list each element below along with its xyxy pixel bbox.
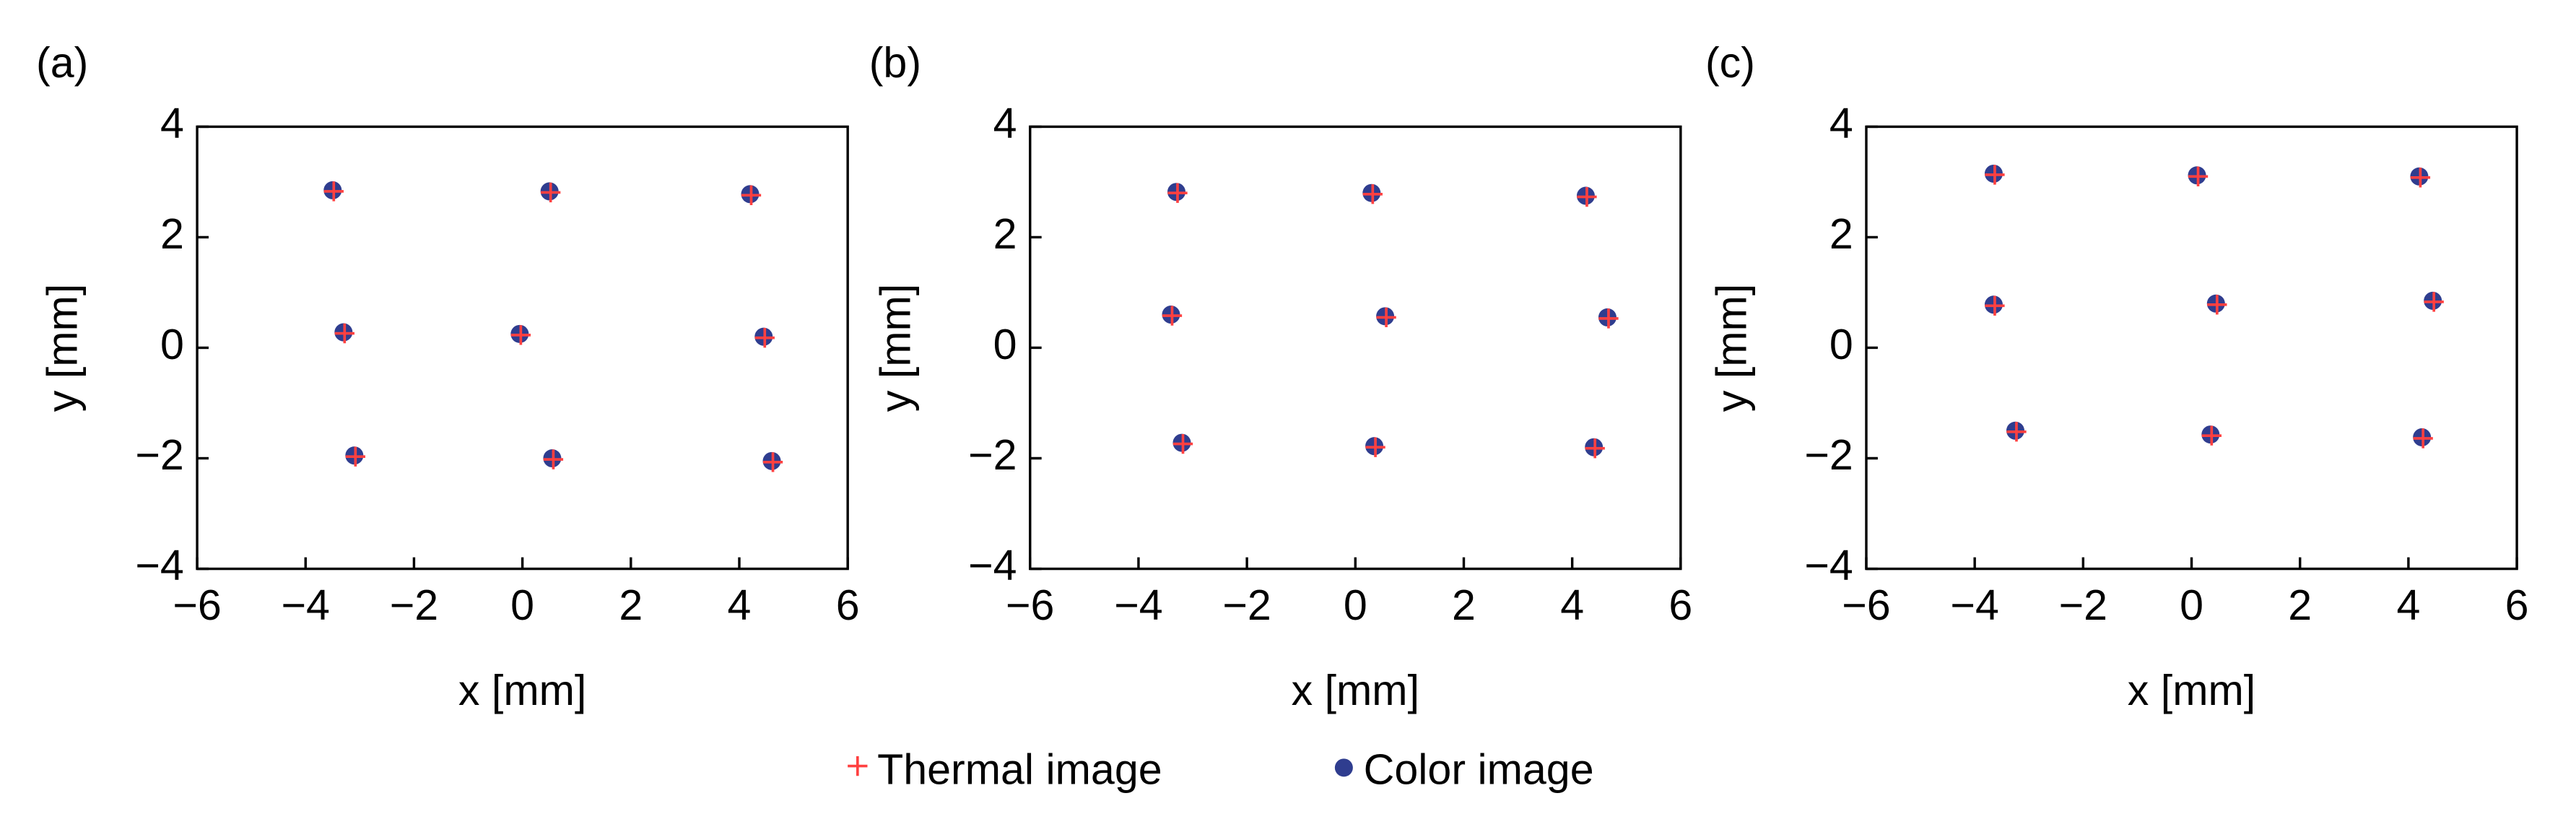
x-axis-label: x [mm] — [1292, 666, 1419, 714]
x-tick-label: −2 — [2059, 581, 2107, 629]
point — [323, 181, 344, 202]
point — [345, 446, 365, 467]
y-tick-label: 2 — [160, 209, 184, 258]
x-tick-label: 0 — [1344, 581, 1367, 629]
point — [1172, 433, 1193, 454]
point — [2424, 292, 2444, 312]
point — [2188, 166, 2209, 186]
x-tick-label: −2 — [390, 581, 438, 629]
point — [754, 328, 775, 348]
x-tick-label: 6 — [1668, 581, 1692, 629]
x-axis-label: x [mm] — [2128, 666, 2255, 714]
point — [1585, 438, 1605, 459]
point — [741, 185, 762, 205]
point — [543, 449, 564, 469]
point — [2207, 295, 2227, 315]
x-tick-label: −6 — [1842, 581, 1890, 629]
legend-label: Thermal image — [877, 745, 1162, 793]
x-tick-label: 2 — [1452, 581, 1476, 629]
point — [2201, 425, 2222, 446]
point — [1577, 186, 1597, 207]
point — [541, 182, 561, 203]
y-tick-label: 0 — [993, 320, 1017, 368]
y-tick-label: 0 — [1829, 320, 1853, 368]
panel-label: (a) — [36, 38, 88, 87]
legend-marker — [1334, 758, 1353, 777]
y-tick-label: 4 — [160, 99, 184, 147]
x-axis-label: x [mm] — [458, 666, 586, 714]
x-tick-label: 4 — [728, 581, 752, 629]
plot-frame — [1865, 125, 2518, 571]
x-tick-label: −2 — [1222, 581, 1271, 629]
x-tick-label: 2 — [2288, 581, 2312, 629]
y-axis-label: y [mm] — [1707, 284, 1756, 412]
x-tick-label: −4 — [1114, 581, 1162, 629]
y-axis-label: y [mm] — [38, 284, 87, 412]
x-tick-label: −6 — [1006, 581, 1054, 629]
y-tick-label: 2 — [993, 209, 1017, 258]
point — [1985, 165, 2005, 185]
y-tick-label: −4 — [1804, 541, 1853, 589]
y-tick-label: −2 — [135, 430, 183, 479]
point — [1598, 308, 1619, 329]
x-tick-label: −6 — [173, 581, 221, 629]
point — [2410, 168, 2431, 188]
panel-label: (b) — [869, 38, 921, 87]
point — [2006, 422, 2027, 442]
point — [1362, 184, 1383, 204]
x-tick-label: 4 — [1560, 581, 1584, 629]
x-tick-label: 0 — [510, 581, 534, 629]
y-tick-label: 0 — [160, 320, 184, 368]
legend-label: Color image — [1364, 745, 1594, 793]
y-tick-label: 4 — [1829, 99, 1853, 147]
point — [1365, 437, 1385, 457]
x-tick-label: 0 — [2180, 581, 2203, 629]
y-tick-label: −4 — [135, 541, 183, 589]
point — [1376, 307, 1396, 328]
point — [334, 323, 354, 344]
x-tick-label: 6 — [2505, 581, 2529, 629]
x-tick-label: −4 — [282, 581, 330, 629]
x-tick-label: 2 — [619, 581, 643, 629]
point — [1162, 306, 1183, 326]
x-tick-label: 4 — [2396, 581, 2420, 629]
point — [2413, 428, 2433, 449]
y-tick-label: 2 — [1829, 209, 1853, 258]
point — [1985, 295, 2005, 316]
x-tick-label: 6 — [836, 581, 860, 629]
y-tick-label: −2 — [968, 430, 1017, 479]
legend-marker — [848, 755, 868, 776]
x-tick-label: −4 — [1950, 581, 1998, 629]
point — [510, 325, 531, 345]
point — [1167, 183, 1188, 203]
panel-label: (c) — [1705, 38, 1755, 87]
y-tick-label: −2 — [1804, 430, 1853, 479]
point — [762, 452, 783, 472]
y-tick-label: −4 — [968, 541, 1017, 589]
y-tick-label: 4 — [993, 99, 1017, 147]
y-axis-label: y [mm] — [871, 284, 919, 412]
